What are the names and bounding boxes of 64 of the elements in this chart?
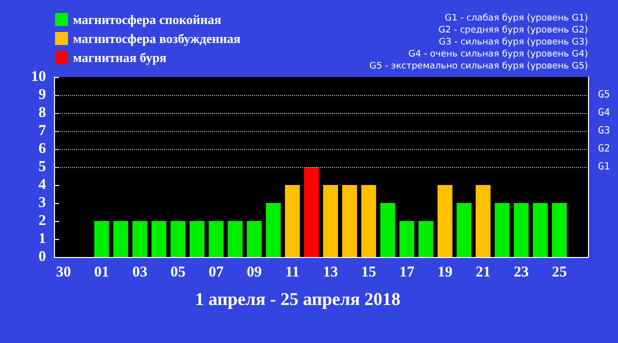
x-tick-label: 25: [552, 264, 567, 280]
x-tick-label: 09: [246, 264, 262, 280]
bar: [342, 185, 358, 257]
bar: [304, 167, 319, 257]
legend-label: магнитосфера спокойная: [73, 12, 222, 27]
y-tick-label: 10: [31, 69, 46, 85]
x-tick-label: 11: [285, 264, 300, 280]
x-tick-label: 05: [170, 264, 186, 280]
bar: [266, 203, 281, 257]
bar: [113, 221, 128, 257]
bar: [438, 185, 452, 257]
bar: [228, 221, 243, 257]
x-tick-label: 07: [208, 264, 224, 280]
bar: [380, 203, 396, 257]
y-tick-label: 8: [38, 105, 46, 121]
bar: [246, 221, 262, 257]
x-tick-label: 19: [437, 264, 452, 280]
y-tick-label: 3: [38, 195, 46, 211]
bar: [552, 203, 567, 257]
bar: [476, 185, 491, 257]
legend-label: магнитная буря: [73, 50, 167, 65]
bar: [170, 221, 186, 257]
legend-label: магнитосфера возбужденная: [73, 31, 240, 46]
y-tick-label: 9: [38, 87, 46, 103]
bar: [399, 221, 414, 257]
x-tick-label: 21: [476, 264, 491, 280]
y-tick-label: 2: [38, 213, 46, 229]
bar: [514, 203, 529, 257]
x-tick-label: 01: [94, 264, 110, 280]
bar: [456, 203, 472, 257]
text: G2 - средняя буря (уровень G2): [438, 26, 588, 36]
bar: [532, 203, 548, 257]
y-tick-label: 7: [38, 123, 46, 139]
bar: [151, 221, 166, 257]
text: G5 - экстремально сильная буря (уровень G5): [369, 62, 588, 72]
y-tick-label: 5: [38, 159, 46, 175]
bar: [361, 185, 376, 257]
bar: [494, 203, 510, 257]
x-tick-label: 30: [56, 264, 72, 280]
y-tick-label: 4: [38, 177, 46, 193]
ref-line-label: G5: [598, 90, 610, 100]
x-tick-label: 03: [132, 264, 148, 280]
ref-line-label: G4: [598, 108, 610, 118]
text: G4 - очень сильная буря (уровень G4): [408, 50, 588, 60]
x-tick-label: 15: [361, 264, 376, 280]
text: 1 апреля - 25 апреля 2018: [195, 289, 400, 309]
bar: [94, 221, 110, 257]
y-tick-label: 1: [38, 231, 46, 247]
bar: [284, 185, 300, 257]
text: G3 - сильная буря (уровень G3): [438, 38, 588, 48]
ref-line-label: G3: [598, 126, 610, 136]
y-tick-label: 0: [38, 249, 46, 265]
bar: [418, 221, 434, 257]
text: G1 - слабая буря (уровень G1): [444, 14, 588, 24]
bar: [208, 221, 224, 257]
x-tick-label: 17: [399, 264, 415, 280]
y-tick-label: 6: [38, 141, 46, 157]
x-tick-label: 23: [514, 264, 529, 280]
bar: [132, 221, 148, 257]
ref-line-label: G2: [598, 144, 610, 154]
bar: [323, 185, 338, 257]
x-tick-label: 13: [323, 264, 338, 280]
bar: [190, 221, 204, 257]
ref-line-label: G1: [598, 162, 610, 172]
